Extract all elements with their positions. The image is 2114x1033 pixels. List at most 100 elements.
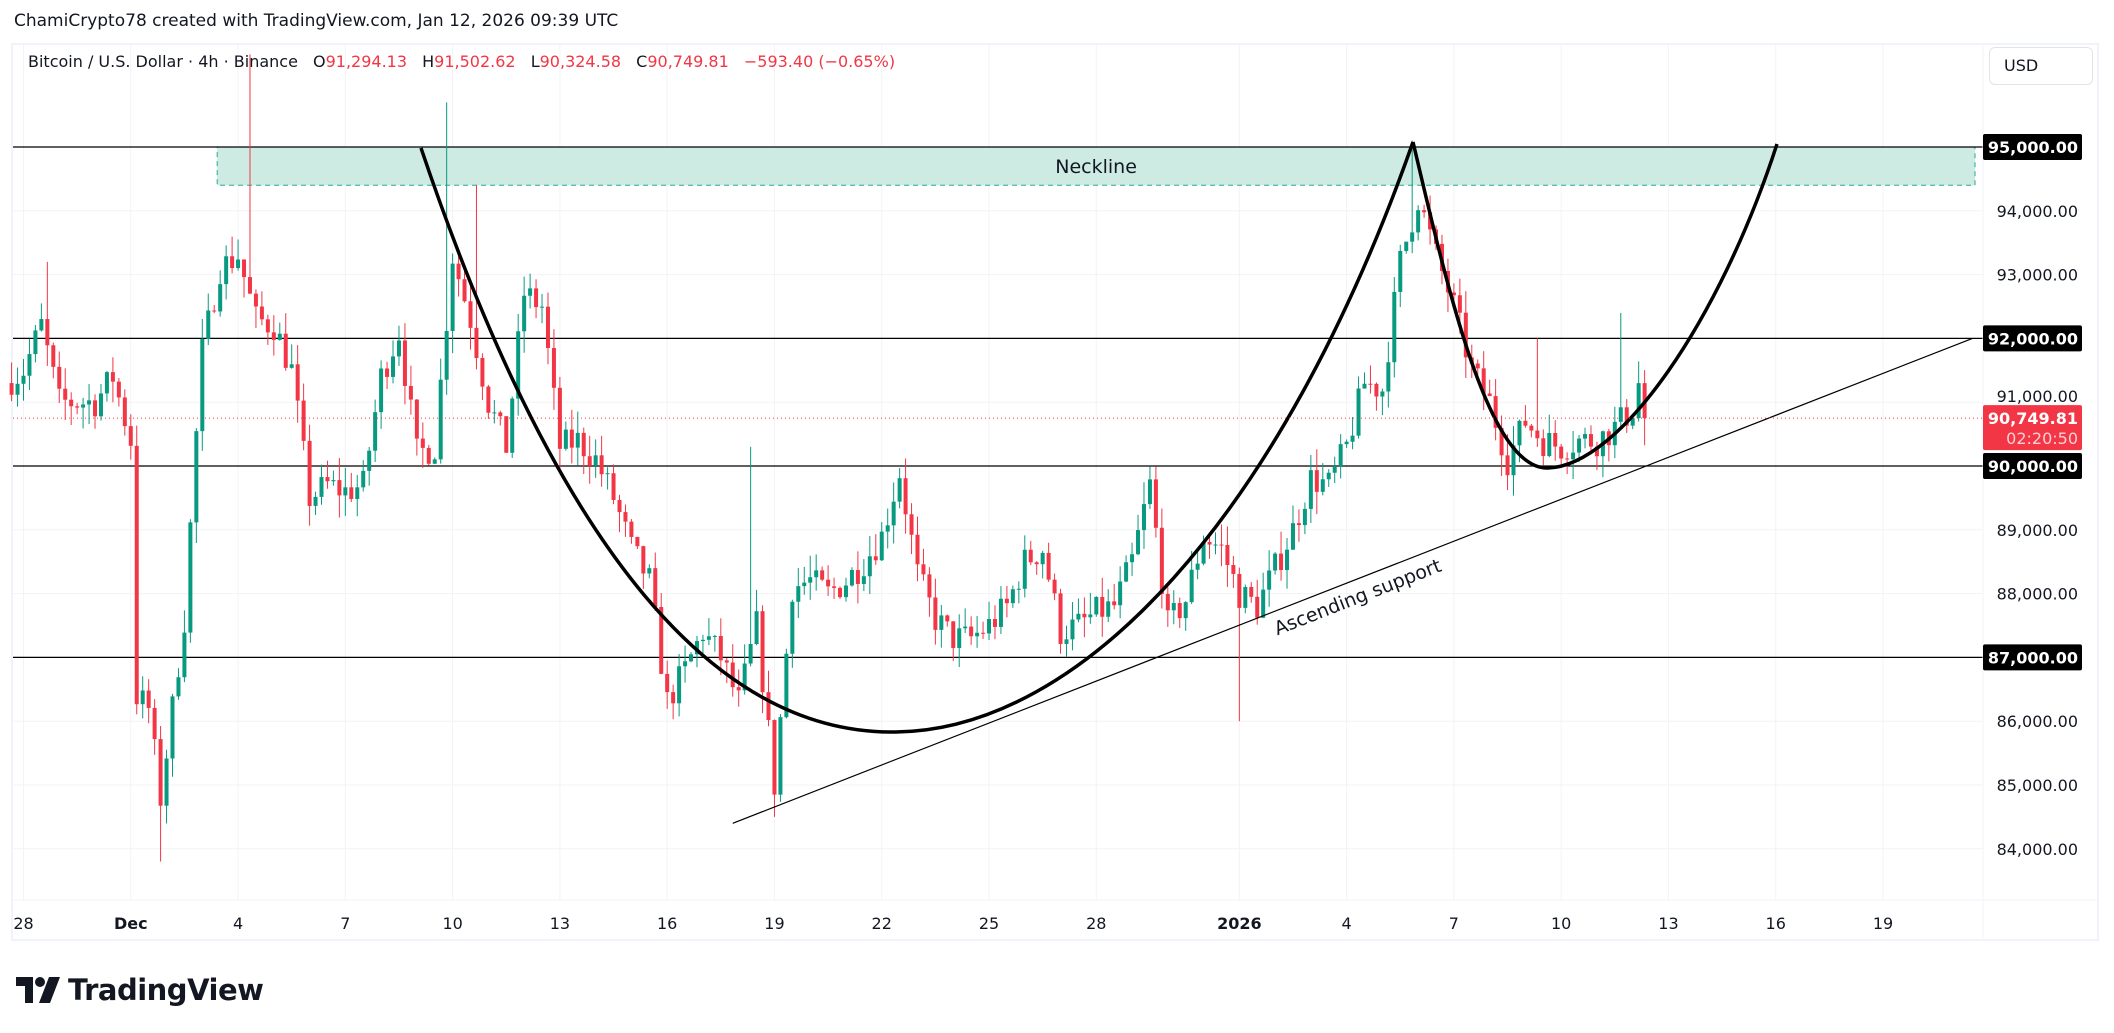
candle-body bbox=[1022, 549, 1027, 589]
candle-body bbox=[1356, 388, 1361, 436]
time-axis[interactable]: 28 Dec 4 7 10 13 16 19 22 25 28 2026 4 7 10 13 16 19 bbox=[13, 899, 2097, 933]
candle-body bbox=[283, 333, 288, 368]
candle-body bbox=[647, 568, 652, 574]
chart-pane[interactable] bbox=[11, 43, 2099, 941]
candle-body bbox=[522, 295, 527, 332]
candle-body bbox=[551, 348, 556, 388]
candle-body bbox=[289, 364, 294, 368]
level-price-badge bbox=[1983, 325, 2082, 352]
cup-curve[interactable] bbox=[419, 141, 1415, 734]
candle-body bbox=[933, 597, 938, 630]
level-price-label: 87,000.00 bbox=[1988, 648, 2078, 667]
candle-body bbox=[9, 383, 14, 395]
candle-body bbox=[1076, 613, 1081, 620]
price-tick-label: 85,000.00 bbox=[1997, 776, 2078, 795]
candle-body bbox=[1302, 508, 1307, 526]
candle-body bbox=[772, 720, 777, 795]
candle-body bbox=[820, 570, 825, 580]
candle-body bbox=[1594, 446, 1599, 457]
candle-body bbox=[75, 406, 80, 408]
tradingview-logo[interactable]: TradingView bbox=[16, 973, 264, 1007]
time-tick-label: 19 bbox=[764, 914, 784, 933]
candle-body bbox=[468, 301, 473, 328]
candle-body bbox=[885, 525, 890, 532]
candle-body bbox=[1177, 603, 1182, 619]
candle-body bbox=[909, 514, 914, 535]
candle-body bbox=[1040, 552, 1045, 565]
candle-body bbox=[981, 632, 986, 634]
candle-body bbox=[873, 556, 878, 561]
candle-body bbox=[677, 666, 682, 704]
candle-body bbox=[1487, 393, 1492, 397]
candle-body bbox=[665, 673, 670, 693]
candle-body bbox=[826, 579, 831, 587]
candle-body bbox=[1308, 470, 1313, 509]
handle-curve[interactable] bbox=[1411, 141, 1779, 470]
close-label: C bbox=[636, 52, 648, 71]
time-tick-label: 13 bbox=[550, 914, 570, 933]
candle-body bbox=[1136, 530, 1141, 555]
candle-body bbox=[39, 319, 44, 331]
candle-body bbox=[1285, 549, 1290, 571]
candle-body bbox=[158, 739, 163, 806]
candle-body bbox=[659, 606, 664, 674]
candle-body bbox=[128, 426, 133, 446]
candle-body bbox=[975, 632, 980, 637]
candle-body bbox=[1624, 407, 1629, 426]
candle-body bbox=[1392, 291, 1397, 363]
candle-body bbox=[498, 412, 503, 417]
candle-body bbox=[1368, 383, 1373, 385]
candle-body bbox=[838, 587, 843, 598]
time-tick-label: 10 bbox=[1551, 914, 1571, 933]
low-label: L bbox=[530, 52, 540, 71]
candle-body bbox=[486, 386, 491, 413]
trendline[interactable] bbox=[732, 337, 1973, 824]
candle-body bbox=[15, 383, 20, 395]
candle-body bbox=[63, 388, 68, 400]
candle-body bbox=[969, 626, 974, 637]
candle-body bbox=[963, 626, 968, 629]
candle-body bbox=[432, 459, 437, 464]
candle-body bbox=[194, 431, 199, 523]
price-tick-label: 84,000.00 bbox=[1997, 840, 2078, 859]
candle-body bbox=[51, 345, 56, 367]
candle-body bbox=[164, 758, 169, 806]
time-tick-label: 19 bbox=[1873, 914, 1893, 933]
candle-body bbox=[1219, 544, 1224, 546]
candle-body bbox=[504, 416, 509, 453]
candle-body bbox=[1588, 434, 1593, 447]
candle-body bbox=[325, 477, 330, 482]
candle-body bbox=[694, 641, 699, 655]
candle-body bbox=[391, 356, 396, 377]
candle-body bbox=[528, 288, 533, 296]
currency-button[interactable]: USD bbox=[1989, 47, 2093, 85]
candle-body bbox=[259, 306, 264, 320]
high-label: H bbox=[422, 52, 435, 71]
candle-body bbox=[605, 473, 610, 475]
candle-body bbox=[408, 385, 413, 400]
candle-body bbox=[1404, 241, 1409, 251]
candle-body bbox=[635, 536, 640, 547]
bar-countdown-label: 02:20:50 bbox=[2006, 429, 2078, 448]
candle-body bbox=[629, 521, 634, 537]
candle-body bbox=[1320, 479, 1325, 492]
candle-body bbox=[808, 577, 813, 583]
candle-body bbox=[1380, 391, 1385, 397]
candle-body bbox=[480, 357, 485, 387]
candle-body bbox=[1416, 210, 1421, 233]
candle-body bbox=[1070, 619, 1075, 640]
candle-body bbox=[1213, 544, 1218, 546]
candle-body bbox=[1249, 586, 1254, 597]
price-axis[interactable]: 84,000.00 85,000.00 86,000.00 88,000.00 89,0… bbox=[1982, 45, 2082, 939]
candle-body bbox=[385, 368, 390, 377]
candle-body bbox=[1290, 523, 1295, 550]
candle-body bbox=[212, 310, 217, 312]
candle-body bbox=[581, 432, 586, 457]
candle-body bbox=[146, 690, 151, 708]
time-tick-label: Dec bbox=[114, 914, 148, 933]
candle-body bbox=[140, 690, 145, 705]
candle-body bbox=[957, 628, 962, 648]
neckline-rect[interactable] bbox=[216, 146, 1976, 186]
candle-body bbox=[1255, 596, 1260, 618]
